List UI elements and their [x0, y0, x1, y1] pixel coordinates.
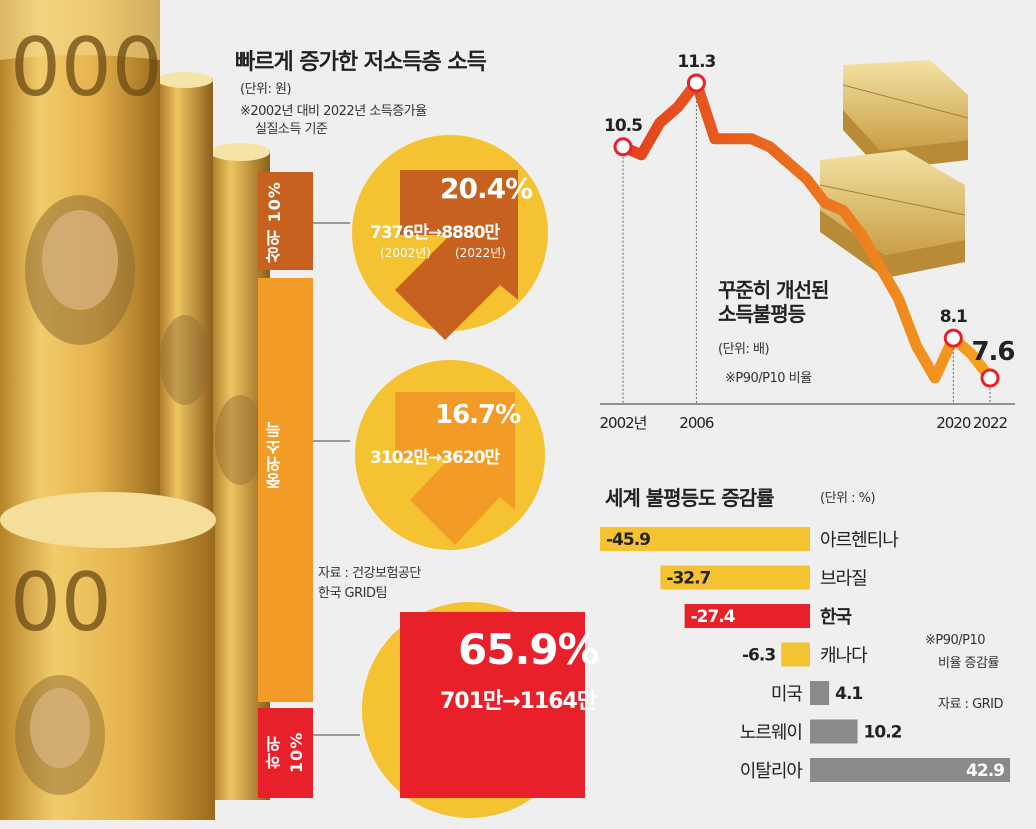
- top-group-band: [258, 172, 313, 270]
- low-growth-arrow: [400, 612, 585, 798]
- top-growth-arrow: [395, 170, 518, 340]
- bar-value-label: -45.9: [606, 530, 650, 550]
- bar-chart-unit: (단위 : %): [820, 491, 876, 506]
- top-growth-pct: 20.4%: [440, 172, 533, 205]
- mid-amounts: 3102만→3620만: [370, 448, 500, 468]
- low-growth-pct: 65.9%: [458, 625, 600, 674]
- category-label: 아르헨티나: [820, 530, 898, 551]
- low-group-band: [258, 708, 313, 798]
- bar-value-label: 4.1: [835, 684, 862, 704]
- line-chart-unit: (단위: 배): [718, 342, 770, 357]
- data-label: 8.1: [940, 307, 967, 327]
- income-note-2: 실질소득 기준: [255, 122, 328, 137]
- bar-chart-note-2: 비율 증감률: [938, 656, 999, 671]
- income-source-1: 자료 : 건강보험공단: [318, 566, 421, 581]
- bar-value-label: -32.7: [666, 569, 710, 589]
- data-label: 7.6: [971, 337, 1014, 367]
- income-unit: (단위: 원): [240, 82, 292, 97]
- bar: [684, 604, 810, 628]
- line-chart-title: 꾸준히 개선된 소득불평등: [718, 278, 829, 326]
- data-point: [943, 328, 963, 348]
- category-label: 캐나다: [820, 646, 868, 667]
- category-label: 노르웨이: [740, 723, 802, 744]
- data-point: [686, 73, 706, 93]
- bar-chart-source: 자료 : GRID: [938, 697, 1004, 712]
- mid-growth-pct: 16.7%: [435, 400, 521, 430]
- income-note-1: ※2002년 대비 2022년 소득증가율: [240, 104, 427, 119]
- line-chart-note: ※P90/P10 비율: [725, 371, 812, 386]
- data-label: 11.3: [677, 52, 715, 72]
- income-source-2: 한국 GRID팀: [318, 586, 387, 601]
- x-tick-label: 2020: [936, 414, 971, 432]
- data-point: [613, 137, 633, 157]
- bar-value-label: -6.3: [742, 646, 775, 666]
- category-label: 브라질: [820, 569, 867, 590]
- bar: [810, 758, 1010, 782]
- x-tick-label: 2022: [973, 414, 1008, 432]
- svg-text:000: 000: [10, 21, 163, 114]
- bar: [781, 642, 810, 667]
- x-tick-label: 2002년: [600, 414, 647, 432]
- top-amounts: 7376만→8880만: [370, 223, 500, 243]
- top-year-to: (2022년): [455, 246, 506, 260]
- category-label: 이탈리아: [740, 761, 804, 782]
- bar-chart-note-1: ※P90/P10: [925, 633, 986, 648]
- bar: [600, 527, 810, 551]
- bar-value-label: -27.4: [691, 607, 736, 627]
- bar-value-label: 42.9: [966, 761, 1004, 781]
- mid-growth-arrow: [395, 392, 515, 545]
- income-title: 빠르게 증가한 저소득층 소득: [235, 50, 487, 75]
- category-label: 미국: [771, 684, 803, 705]
- mid-group-band: [258, 278, 313, 702]
- bar: [810, 681, 830, 705]
- bar-value-label: 10.2: [864, 723, 902, 743]
- data-point: [980, 368, 1000, 388]
- x-tick-label: 2006: [679, 414, 714, 432]
- bar-chart-title: 세계 불평등도 증감률: [605, 486, 775, 510]
- svg-text:00: 00: [10, 556, 112, 649]
- bar: [810, 719, 858, 744]
- data-label: 10.5: [604, 116, 642, 136]
- bar: [660, 565, 810, 590]
- low-amounts: 701만→1164만: [440, 689, 597, 714]
- top-year-from: (2002년): [380, 246, 431, 260]
- series-line: [617, 77, 996, 384]
- category-label: 한국: [820, 607, 852, 628]
